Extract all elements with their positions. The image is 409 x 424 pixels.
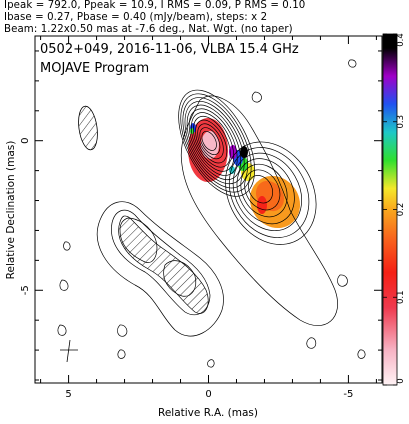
y-axis-title: Relative Declination (mas) [5, 141, 17, 280]
contour-core [182, 97, 249, 189]
header-line-3: Beam: 1.22x0.50 mas at -7.6 deg., Nat. W… [4, 24, 293, 35]
contour-core [201, 130, 217, 151]
x-tick-labels: 5 0 -5 [65, 389, 353, 400]
axis-ticks [35, 36, 382, 383]
plot-subtitle: MOJAVE Program [40, 61, 149, 76]
contour-core [186, 104, 242, 180]
contour-jet [225, 141, 317, 245]
contour-core [199, 127, 221, 155]
hatched-beam-region [78, 105, 209, 314]
colorbar-tick-label: 0.4 [396, 33, 406, 47]
plot-frame [34, 35, 383, 384]
pol-core-edge-2 [190, 128, 194, 134]
contour-jet [244, 169, 281, 211]
map-statistics-header: Ipeak = 792.0, Ppeak = 10.9, I RMS = 0.0… [4, 0, 409, 36]
contour-jet [240, 163, 288, 218]
contour-core [193, 115, 231, 168]
y-tick-label: 0 [20, 138, 31, 144]
contour-core [195, 119, 228, 164]
beam-cross [60, 339, 78, 363]
x-axis-title: Relative R.A. (mas) [158, 407, 258, 419]
plot-title: 0502+049, 2016-11-06, VLBA 15.4 GHz [40, 42, 299, 57]
colorbar-tick-label: 0.3 [396, 115, 406, 129]
total-intensity-contours [178, 89, 317, 245]
contour-jet [232, 152, 302, 232]
contour-jet [248, 175, 274, 204]
fractional-polarization-layer [188, 118, 301, 229]
y-tick-label: -5 [20, 285, 31, 295]
contour-core [190, 112, 235, 172]
colorbar-tick-label: 0.1 [396, 290, 406, 304]
x-tick-label: 5 [65, 389, 71, 400]
contour-core [178, 89, 255, 197]
x-tick-label: 0 [205, 389, 211, 400]
colorbar-ticks: 0 0.1 0.2 0.3 0.4 [383, 33, 406, 386]
y-tick-labels: 0 -5 [20, 138, 31, 296]
contour-core [184, 100, 245, 185]
outer-faint-contours [57, 59, 366, 368]
colorbar-tick-label: 0.2 [396, 203, 406, 217]
x-tick-label: -5 [343, 389, 353, 400]
pol-bridge-purple [229, 145, 237, 159]
beam-shape [78, 105, 98, 151]
pol-jet-inner-2 [257, 196, 267, 214]
contour-jet [228, 147, 310, 238]
header-line-1: Ipeak = 792.0, Ppeak = 10.9, I RMS = 0.0… [4, 0, 306, 11]
contour-core [197, 123, 224, 160]
colorbar-tick-label: 0 [396, 378, 406, 383]
contour-jet [236, 158, 295, 225]
header-line-2: Ibase = 0.27, Pbase = 0.40 (mJy/beam), s… [4, 12, 268, 23]
